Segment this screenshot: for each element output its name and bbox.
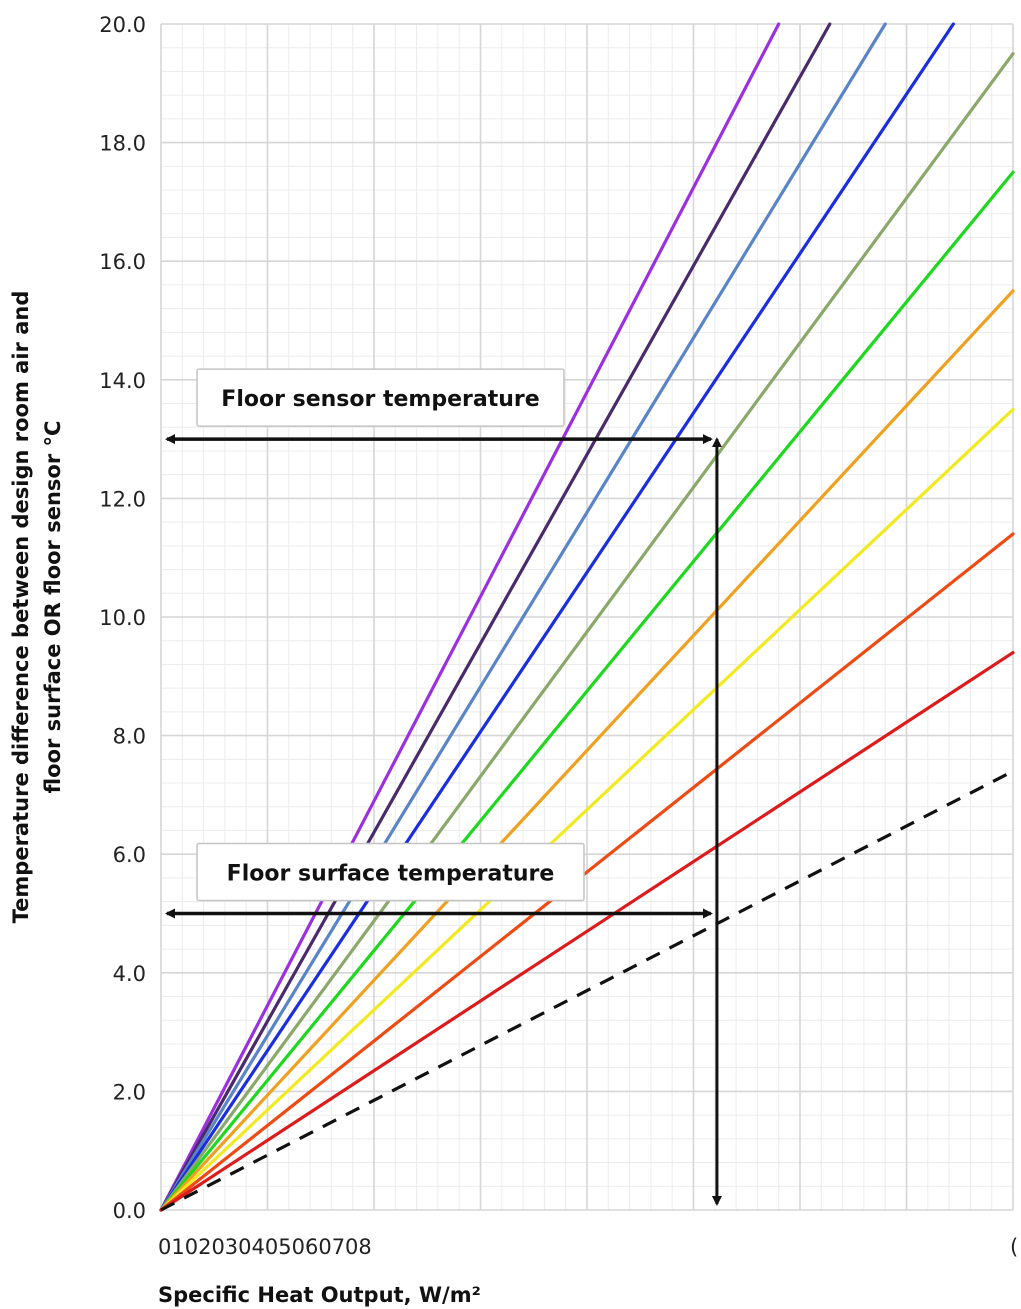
y-tick-label: 18.0	[99, 132, 146, 156]
y-axis-title-line-1: Temperature difference between design ro…	[9, 291, 33, 924]
x-tick-label-right: (	[1010, 1235, 1018, 1259]
y-axis-title-line-2: floor surface OR floor sensor °C	[41, 421, 65, 794]
major-grid	[160, 23, 1014, 1211]
y-tick-labels: 0.0 2.0 4.0 6.0 8.0 10.0 12.0 14.0 16.0 18.0 20.0	[99, 13, 146, 1223]
annotation-box	[196, 842, 585, 902]
y-tick-label: 10.0	[99, 606, 146, 630]
series-line-4	[159, 22, 955, 1212]
y-tick-label: 14.0	[99, 369, 146, 393]
y-tick-label: 6.0	[113, 843, 146, 867]
x-axis-title: Specific Heat Output, W/m²	[158, 1283, 481, 1307]
series-line-9	[159, 532, 1015, 1212]
series-line-10	[159, 650, 1015, 1212]
series-line-1	[159, 22, 781, 1212]
series-lines	[159, 22, 1015, 1212]
annotation-box	[196, 368, 565, 427]
series-line-8	[159, 407, 1015, 1212]
series-line-7	[159, 289, 1015, 1212]
y-tick-label: 4.0	[113, 962, 146, 986]
series-line-3	[159, 22, 887, 1212]
annotation-label: Floor sensor temperature	[221, 387, 539, 412]
y-tick-label: 0.0	[113, 1199, 146, 1223]
x-tick-labels: 0102030405060708	[158, 1235, 372, 1259]
y-tick-label: 2.0	[113, 1080, 146, 1104]
y-tick-label: 20.0	[99, 13, 146, 37]
annotation-label: Floor surface temperature	[227, 862, 555, 887]
y-tick-label: 12.0	[99, 487, 146, 511]
annotations: Floor sensor temperature Floor surface te…	[165, 368, 722, 1206]
series-line-dashed	[160, 769, 1014, 1212]
series-line-5	[159, 52, 1015, 1212]
y-axis-title: Temperature difference between design ro…	[9, 291, 65, 924]
y-tick-label: 16.0	[99, 250, 146, 274]
series-line-2	[159, 22, 832, 1212]
series-line-6	[159, 170, 1015, 1212]
y-tick-label: 8.0	[113, 725, 146, 749]
